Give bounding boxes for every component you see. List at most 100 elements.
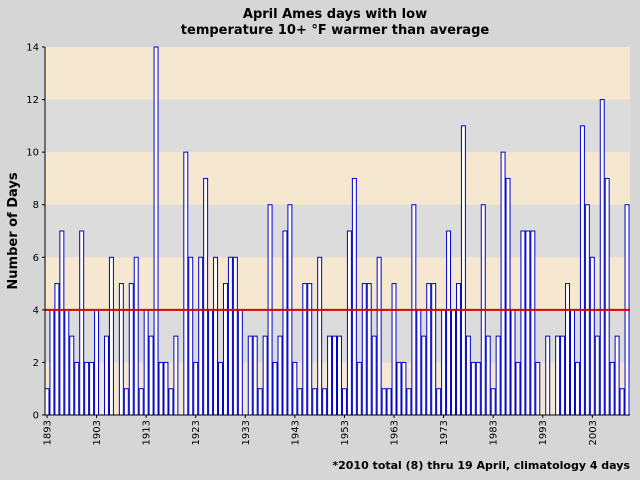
bar bbox=[153, 46, 159, 416]
bar bbox=[371, 335, 377, 416]
bar bbox=[401, 361, 407, 416]
bar bbox=[520, 230, 526, 416]
bar bbox=[366, 283, 372, 416]
bar bbox=[277, 335, 283, 416]
y-axis-label: Number of Days bbox=[6, 172, 21, 289]
x-tick-label: 1953 bbox=[340, 420, 351, 445]
bar bbox=[307, 283, 313, 416]
grid-band bbox=[45, 99, 630, 153]
bar bbox=[421, 335, 427, 416]
x-tick-label: 1933 bbox=[241, 420, 252, 445]
bar bbox=[604, 177, 610, 416]
bar bbox=[89, 361, 95, 416]
bar bbox=[609, 361, 615, 416]
bar bbox=[143, 309, 149, 416]
bar bbox=[441, 309, 447, 416]
bar bbox=[163, 361, 169, 416]
footnote: *2010 total (8) thru 19 April, climatolo… bbox=[332, 459, 630, 472]
bar bbox=[292, 361, 298, 416]
bar bbox=[317, 256, 323, 416]
x-tick-label: 1963 bbox=[390, 420, 401, 445]
bar bbox=[356, 361, 362, 416]
bar bbox=[599, 99, 605, 416]
bar bbox=[560, 335, 566, 416]
bar bbox=[188, 256, 194, 416]
x-tick-label: 1903 bbox=[92, 420, 103, 445]
y-tick-label: 2 bbox=[33, 358, 39, 369]
bar bbox=[74, 361, 80, 416]
bar bbox=[470, 361, 476, 416]
bar bbox=[208, 309, 214, 416]
bar bbox=[232, 256, 238, 416]
bar bbox=[361, 283, 367, 416]
bar bbox=[530, 230, 536, 416]
bar bbox=[505, 177, 511, 416]
bar bbox=[44, 388, 50, 416]
bar bbox=[436, 388, 442, 416]
bar bbox=[222, 283, 228, 416]
bar bbox=[198, 256, 204, 416]
bar bbox=[565, 283, 571, 416]
bar bbox=[218, 361, 223, 416]
bar bbox=[327, 335, 333, 416]
bar bbox=[69, 335, 75, 416]
bar bbox=[381, 388, 387, 416]
bar bbox=[138, 388, 144, 416]
y-tick-label: 6 bbox=[33, 253, 39, 264]
bar bbox=[168, 388, 174, 416]
bar bbox=[460, 125, 466, 416]
y-tick-label: 14 bbox=[26, 43, 39, 54]
bar bbox=[158, 361, 164, 416]
bar bbox=[247, 335, 253, 416]
bar bbox=[555, 335, 561, 416]
bar bbox=[376, 256, 382, 416]
bar bbox=[396, 361, 402, 416]
bar bbox=[103, 335, 109, 416]
bar bbox=[262, 335, 268, 416]
x-tick-label: 1923 bbox=[191, 420, 202, 445]
bar bbox=[79, 230, 85, 416]
bar bbox=[128, 283, 134, 416]
chart-title: temperature 10+ °F warmer than average bbox=[181, 23, 490, 38]
bar bbox=[213, 256, 219, 416]
bar bbox=[346, 230, 352, 416]
bar bbox=[237, 309, 243, 416]
x-tick-label: 1983 bbox=[489, 420, 500, 445]
bar bbox=[589, 256, 595, 416]
bar bbox=[337, 335, 342, 416]
bar bbox=[322, 388, 328, 416]
y-tick-label: 4 bbox=[33, 305, 39, 316]
bar bbox=[341, 388, 347, 416]
bar bbox=[510, 309, 516, 416]
bar bbox=[455, 283, 461, 416]
bar bbox=[406, 388, 412, 416]
bar bbox=[351, 177, 357, 416]
y-tick-label: 10 bbox=[26, 148, 39, 159]
y-tick-label: 0 bbox=[33, 411, 39, 422]
bar bbox=[118, 283, 124, 416]
bar bbox=[386, 388, 392, 416]
bar bbox=[193, 361, 199, 416]
bar bbox=[500, 151, 506, 416]
bar bbox=[545, 335, 551, 416]
bar bbox=[495, 335, 501, 416]
bar bbox=[332, 335, 338, 416]
bar bbox=[525, 230, 531, 416]
bar bbox=[465, 335, 471, 416]
bar bbox=[426, 283, 432, 416]
bar bbox=[272, 361, 278, 416]
bar bbox=[431, 283, 437, 416]
x-tick-label: 1913 bbox=[142, 420, 153, 445]
bar bbox=[416, 309, 422, 416]
x-tick-label: 1993 bbox=[538, 420, 549, 445]
bar bbox=[451, 309, 456, 416]
bar bbox=[391, 283, 397, 416]
y-tick-label: 12 bbox=[26, 95, 39, 106]
bar bbox=[227, 256, 233, 416]
bar bbox=[49, 309, 55, 416]
bar bbox=[312, 388, 318, 416]
bar bbox=[302, 283, 308, 416]
x-tick-label: 1943 bbox=[290, 420, 301, 445]
chart-title: April Ames days with low bbox=[243, 7, 427, 22]
grid-band bbox=[45, 204, 630, 258]
